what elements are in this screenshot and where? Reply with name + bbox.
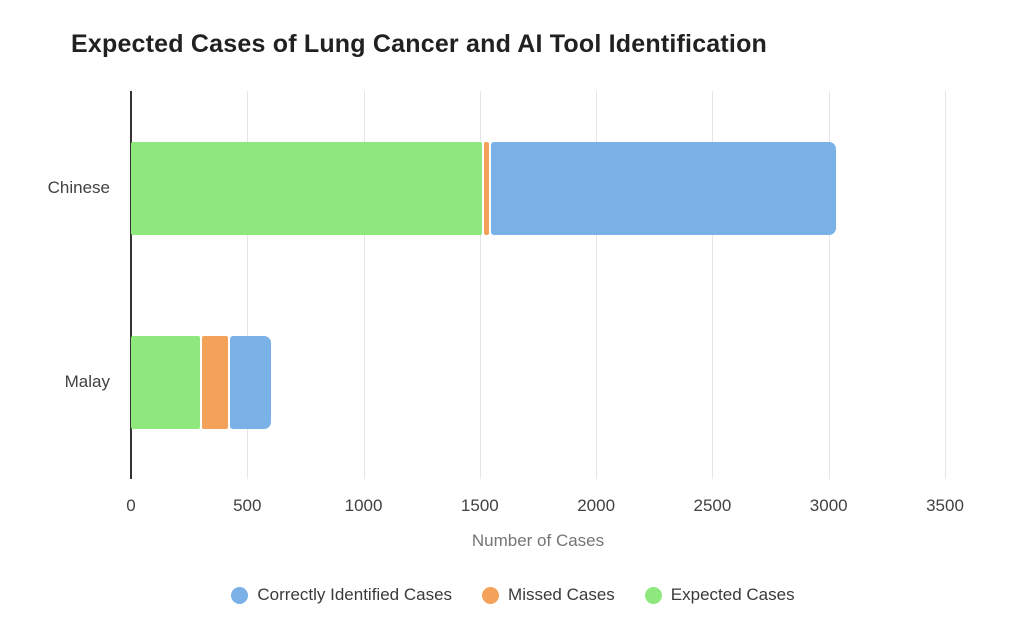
legend-item-missed-cases[interactable]: Missed Cases: [482, 585, 615, 605]
gridline-x-1500: [479, 91, 481, 479]
tick-label-2000: 2000: [577, 496, 616, 515]
legend-swatch-icon: [482, 586, 500, 604]
gridline-x-1000: [363, 91, 365, 479]
tick-label-500: 500: [233, 496, 262, 515]
tick-label-1500: 1500: [460, 496, 499, 515]
legend-swatch-icon: [644, 586, 662, 604]
bar-segment-malay-missed-cases[interactable]: [201, 335, 228, 429]
legend-label: Correctly Identified Cases: [257, 585, 453, 604]
tick-label-3500: 3500: [926, 496, 964, 515]
bar-segment-chinese-correctly-identified-cases[interactable]: [491, 141, 836, 235]
plot-area: [130, 91, 946, 479]
bar-segment-chinese-missed-cases[interactable]: [484, 141, 490, 235]
gridline-x-3000: [828, 91, 830, 479]
legend: Correctly Identified Cases Missed Cases Ex…: [0, 585, 1026, 605]
tick-label-0: 0: [126, 496, 136, 515]
legend-item-expected-cases[interactable]: Expected Cases: [644, 585, 795, 605]
tick-label-3000: 3000: [809, 496, 848, 515]
legend-item-correctly-identified-cases[interactable]: Correctly Identified Cases: [231, 585, 452, 605]
gridline-x-2000: [596, 91, 598, 479]
chart-title: Expected Cases of Lung Cancer and AI Too…: [71, 30, 768, 58]
bar-segment-malay-correctly-identified-cases[interactable]: [229, 335, 271, 429]
bar-segment-malay-expected-cases[interactable]: [131, 335, 200, 429]
tick-label-2500: 2500: [693, 496, 732, 515]
legend-swatch-icon: [231, 586, 249, 604]
tick-label-1000: 1000: [344, 496, 383, 515]
legend-label: Expected Cases: [670, 585, 795, 604]
gridline-x-3500: [945, 91, 946, 479]
category-label-malay: Malay: [64, 372, 110, 391]
x-axis-title: Number of Cases: [471, 531, 605, 550]
bar-segment-chinese-expected-cases[interactable]: [131, 141, 483, 235]
category-label-chinese: Chinese: [47, 178, 110, 197]
legend-label: Missed Cases: [508, 585, 615, 604]
gridline-x-500: [247, 91, 249, 479]
gridline-x-2500: [712, 91, 714, 479]
y-axis-line: [130, 91, 132, 479]
